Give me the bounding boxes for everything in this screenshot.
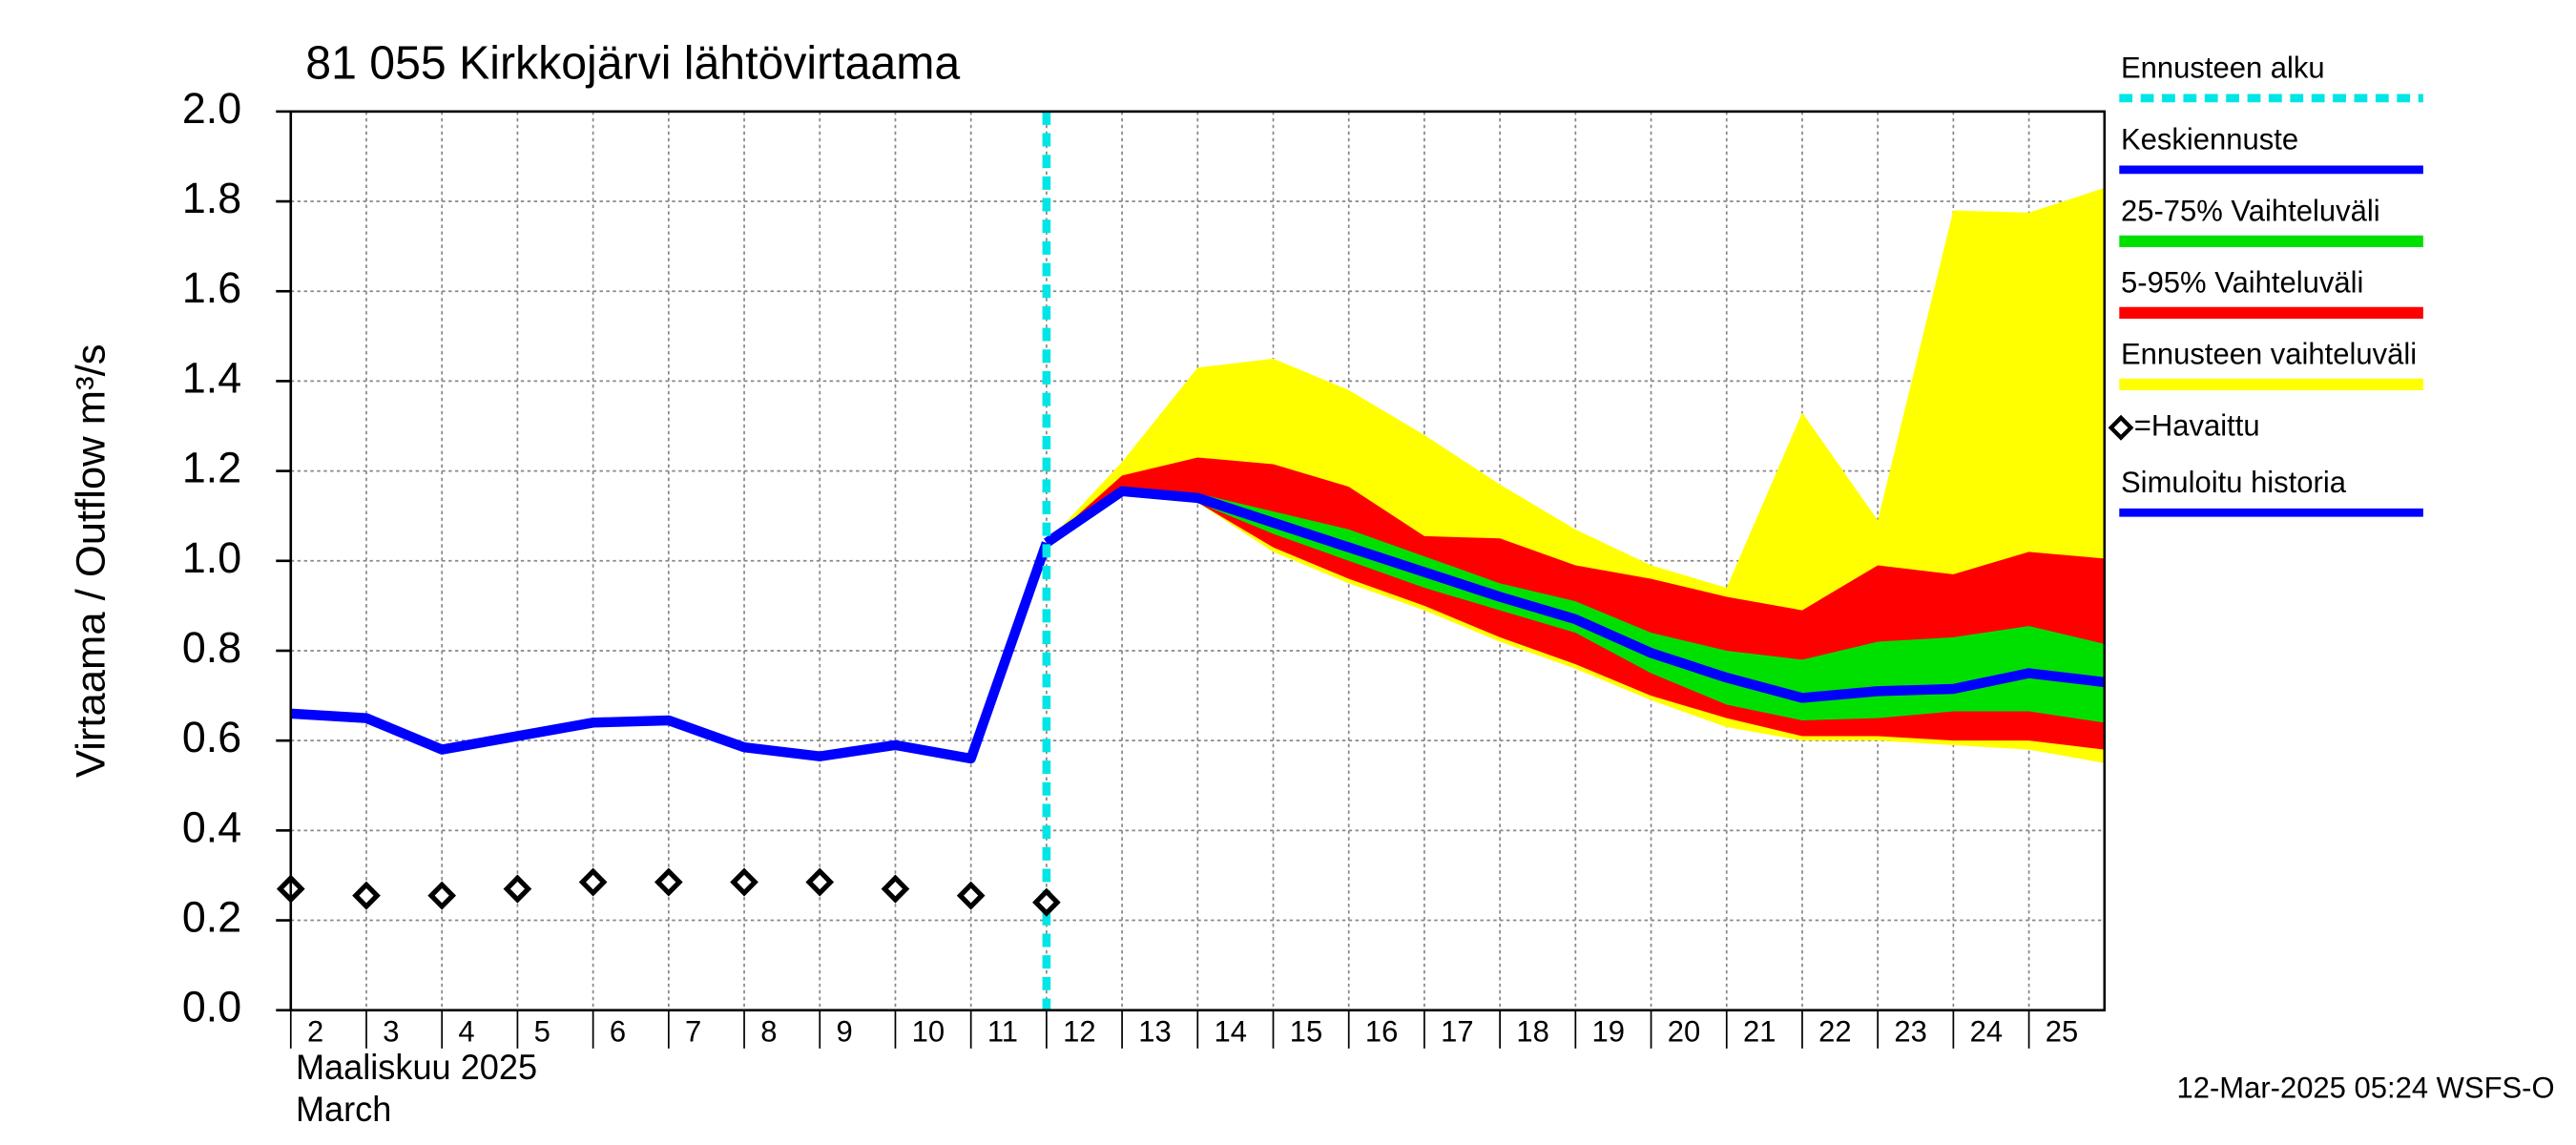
x-tick-label: 2: [307, 1014, 323, 1048]
x-tick-label: 24: [1970, 1014, 2003, 1048]
x-tick-label: 15: [1290, 1014, 1322, 1048]
x-tick-label: 18: [1516, 1014, 1548, 1048]
x-tick-label: 4: [458, 1014, 474, 1048]
x-tick-label: 16: [1365, 1014, 1398, 1048]
observed-marker: [578, 867, 608, 897]
x-tick-label: 11: [987, 1014, 1018, 1048]
chart-title: 81 055 Kirkkojärvi lähtövirtaama: [305, 37, 960, 89]
legend-label: Ennusteen vaihteluväli: [2121, 337, 2417, 370]
observed-marker: [1032, 887, 1061, 917]
observed-marker: [805, 867, 835, 897]
observed-marker: [654, 867, 683, 897]
x-tick-label: 9: [836, 1014, 852, 1048]
y-tick-label: 1.2: [182, 443, 241, 491]
x-tick-label: 14: [1215, 1014, 1247, 1048]
legend-label: Keskiennuste: [2121, 122, 2298, 156]
plot-frame: [289, 110, 2107, 1012]
y-tick-label: 0.4: [182, 802, 241, 851]
legend-marker: [2108, 414, 2134, 441]
x-tick-label: 23: [1894, 1014, 1926, 1048]
x-tick-label: 25: [2046, 1014, 2078, 1048]
y-axis-label: Virtaama / Outflow m³/s: [69, 344, 114, 778]
x-tick-label: 7: [685, 1014, 701, 1048]
y-tick-label: 1.4: [182, 353, 241, 402]
legend-label: Ennusteen alku: [2121, 51, 2325, 84]
observed-marker: [956, 881, 986, 910]
x-tick-label: 8: [760, 1014, 777, 1048]
observed-marker: [881, 874, 910, 904]
line: [1043, 486, 2106, 703]
x-tick-label: 19: [1592, 1014, 1625, 1048]
x-axis-label: March: [296, 1090, 391, 1129]
y-tick-label: 0.2: [182, 892, 241, 941]
y-tick-label: 1.0: [182, 533, 241, 582]
y-tick-label: 0.0: [182, 982, 241, 1030]
x-tick-label: 3: [383, 1014, 399, 1048]
x-tick-label: 21: [1743, 1014, 1776, 1048]
legend-label: =Havaittu: [2134, 408, 2260, 442]
x-axis-label: Maaliskuu 2025: [296, 1048, 537, 1087]
x-tick-label: 6: [610, 1014, 626, 1048]
y-tick-label: 1.8: [182, 174, 241, 222]
footer: 12-Mar-2025 05:24 WSFS-O: [2177, 1072, 2555, 1105]
y-tick-label: 1.6: [182, 263, 241, 312]
observed-marker: [503, 874, 532, 904]
legend-label: 5-95% Vaihteluväli: [2121, 265, 2363, 299]
x-tick-label: 20: [1668, 1014, 1700, 1048]
legend-label: 25-75% Vaihteluväli: [2121, 194, 2380, 227]
x-tick-label: 22: [1818, 1014, 1851, 1048]
legend-label: Simuloitu historia: [2121, 466, 2347, 499]
x-tick-label: 13: [1138, 1014, 1171, 1048]
y-tick-label: 0.6: [182, 713, 241, 761]
y-tick-label: 0.8: [182, 623, 241, 672]
x-tick-label: 5: [534, 1014, 551, 1048]
line: [290, 541, 1051, 764]
x-tick-label: 12: [1063, 1014, 1095, 1048]
observed-marker: [730, 867, 758, 897]
y-tick-label: 2.0: [182, 84, 241, 133]
band: [1046, 489, 2105, 723]
observed-marker: [352, 881, 381, 910]
observed-marker: [427, 881, 457, 910]
x-tick-label: 17: [1441, 1014, 1473, 1048]
x-tick-label: 10: [912, 1014, 945, 1048]
